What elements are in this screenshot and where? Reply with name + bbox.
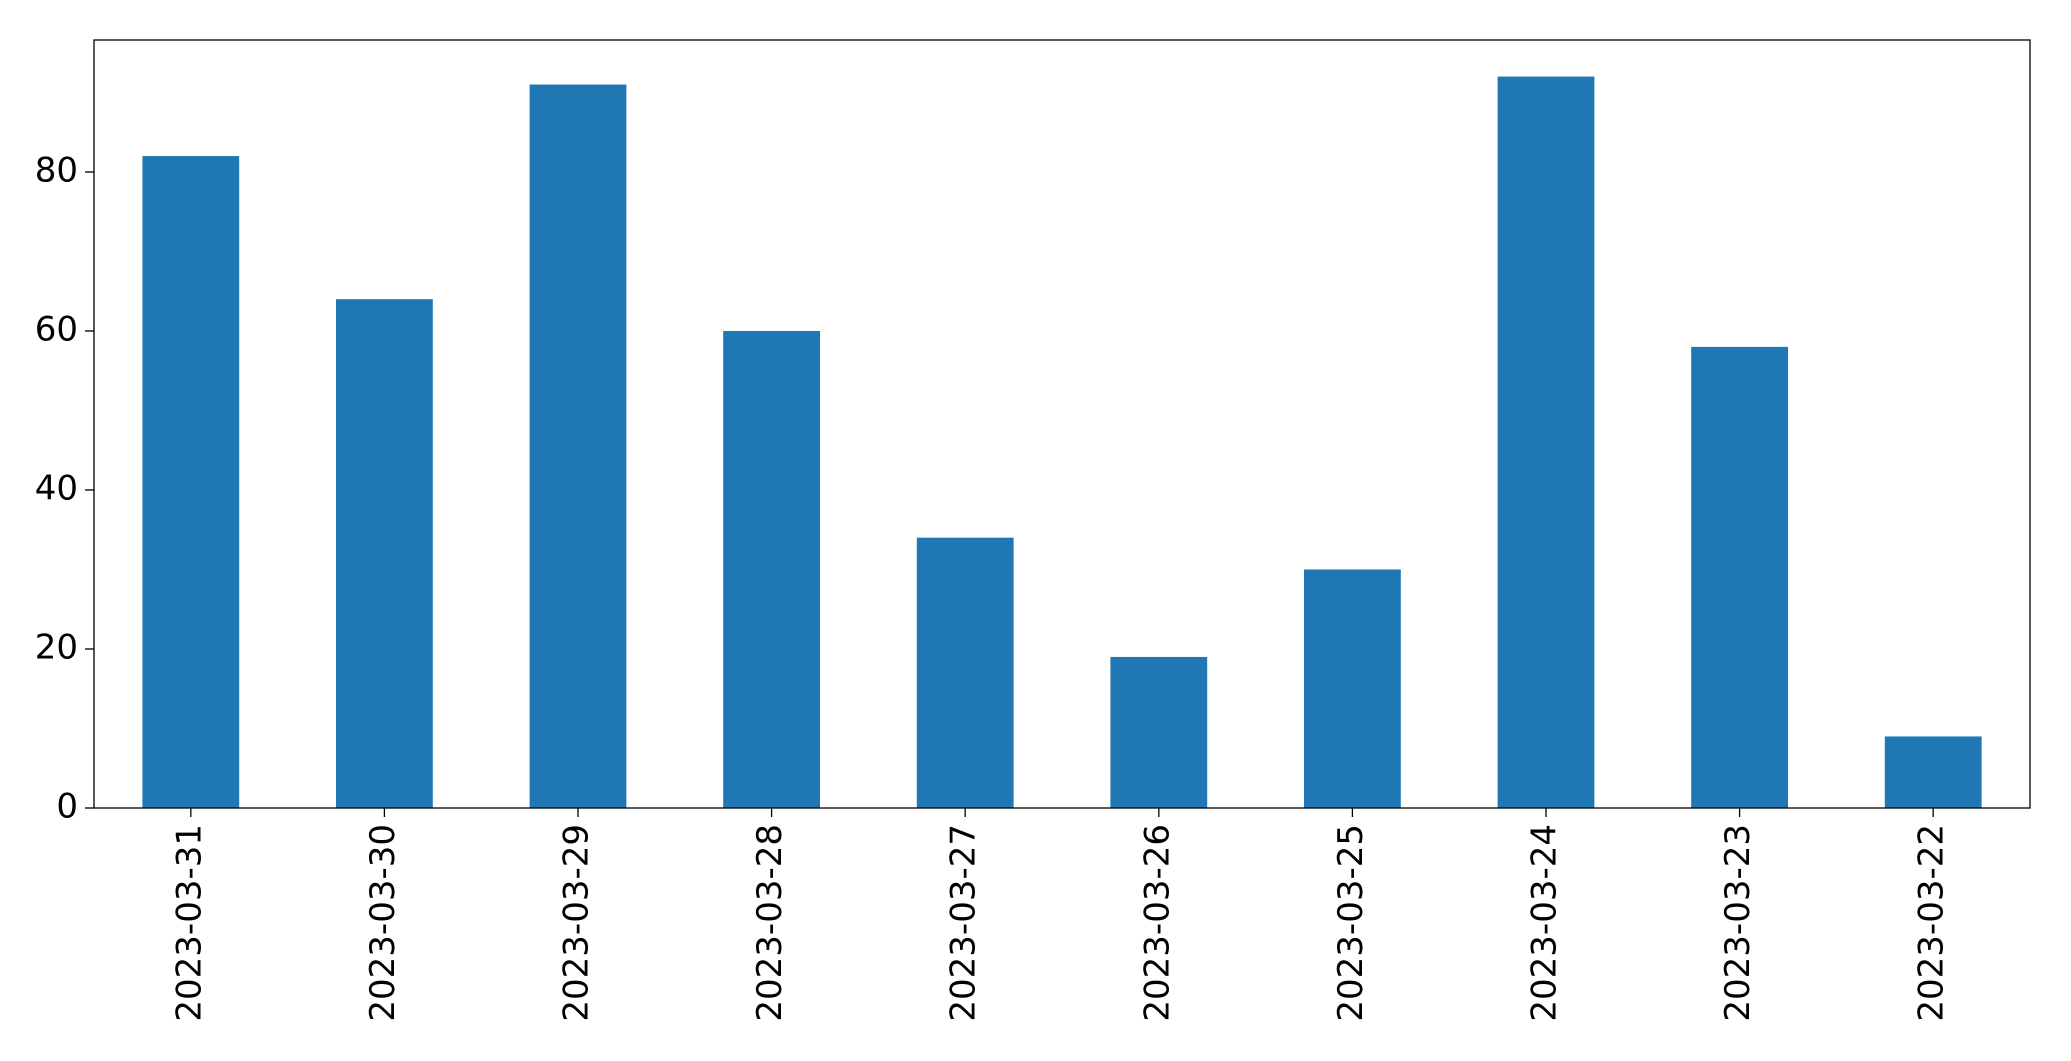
x-tick-label: 2023-03-31 [169,824,209,1022]
bar [1110,656,1208,808]
x-tick-label: 2023-03-27 [944,824,984,1022]
x-tick-label: 2023-03-30 [363,824,403,1022]
bar [1884,736,1982,808]
x-tick-label: 2023-03-22 [1912,824,1952,1022]
y-tick-label: 60 [35,309,78,349]
plot-frame [93,39,2031,809]
x-tick-label: 2023-03-26 [1137,824,1177,1022]
x-tick-label: 2023-03-24 [1525,824,1565,1022]
bar [1691,346,1788,808]
y-tick-label: 20 [35,627,78,667]
bar [529,84,627,809]
y-tick-label: 80 [35,150,78,190]
x-tick-label: 2023-03-25 [1331,824,1371,1022]
x-tick-label: 2023-03-29 [557,824,597,1022]
x-tick-label: 2023-03-23 [1718,824,1758,1022]
bar [142,156,240,809]
bar [336,299,433,808]
y-tick-label: 40 [35,468,78,508]
bar [1497,76,1595,809]
bar [916,537,1014,808]
x-tick-label: 2023-03-28 [750,824,790,1022]
bar [723,330,820,808]
bar [1304,569,1401,808]
y-tick-label: 0 [56,787,78,827]
